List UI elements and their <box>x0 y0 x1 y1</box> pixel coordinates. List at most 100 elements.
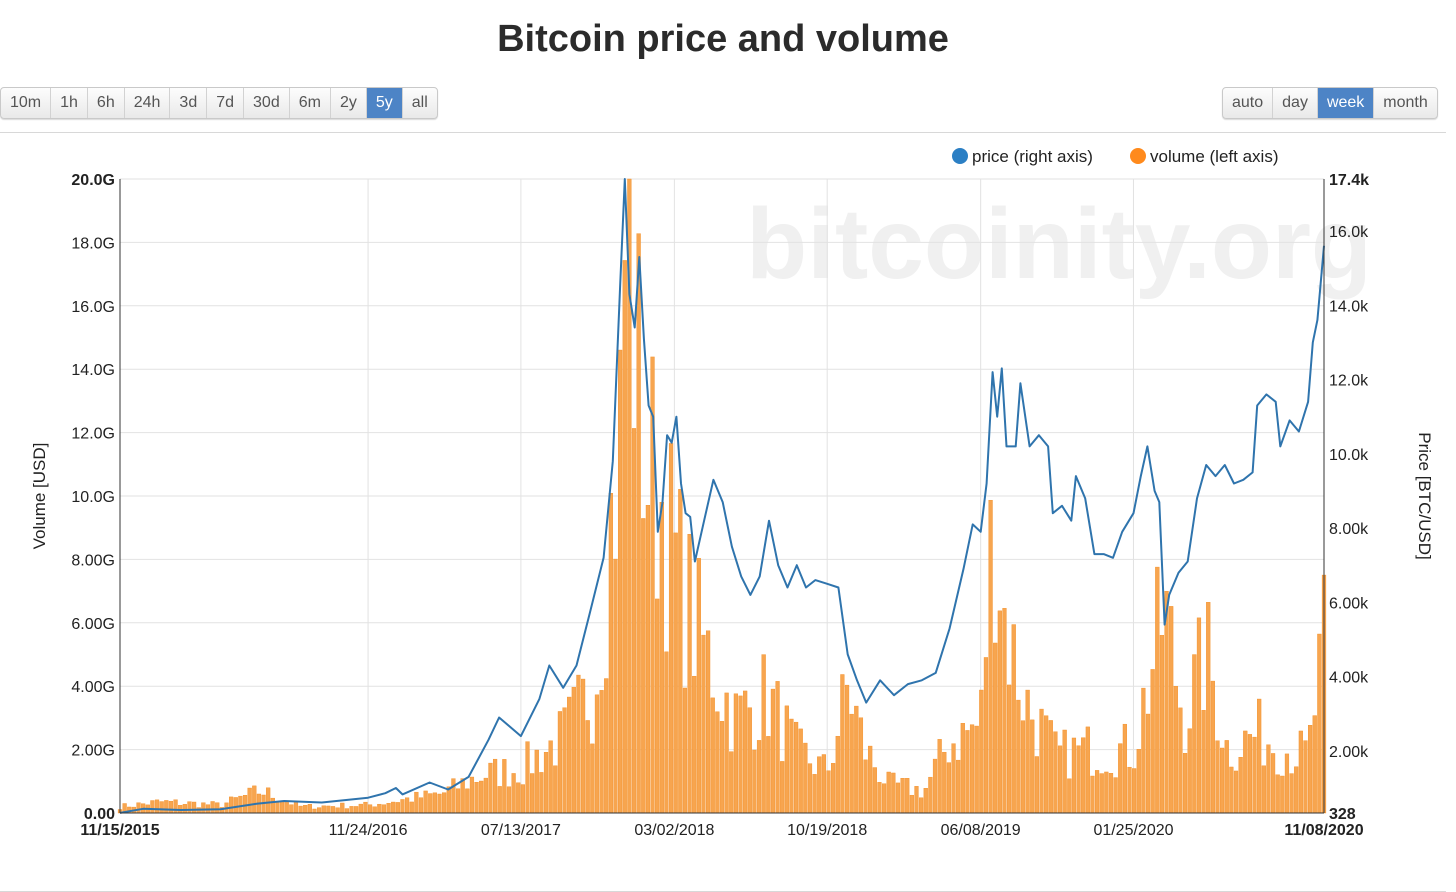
legend-label: volume (left axis) <box>1150 147 1278 166</box>
volume-bar <box>442 792 447 814</box>
volume-bar <box>1261 765 1266 814</box>
volume-bar <box>840 674 845 814</box>
range-2y-button[interactable]: 2y <box>331 88 367 118</box>
volume-bar <box>770 688 776 814</box>
volume-bar <box>1247 734 1253 814</box>
volume-bar <box>543 752 549 814</box>
volume-bar <box>692 675 697 814</box>
volume-bar <box>1085 726 1090 814</box>
range-10m-button[interactable]: 10m <box>1 88 52 118</box>
volume-bar <box>1016 699 1021 814</box>
volume-bar <box>1243 730 1248 814</box>
range-all-button[interactable]: all <box>411 94 428 111</box>
legend-item-volume[interactable]: volume (left axis) <box>1130 147 1278 166</box>
volume-bar <box>756 740 762 814</box>
volume-bar <box>293 801 299 814</box>
resolution-day-button[interactable]: day <box>1273 88 1318 118</box>
volume-bar <box>432 792 437 814</box>
volume-bar <box>229 796 234 814</box>
volume-bar <box>363 801 368 814</box>
volume-bar <box>173 799 178 814</box>
volume-bar <box>502 759 507 814</box>
x-tick-label: 01/25/2020 <box>1093 822 1173 839</box>
volume-bar <box>1030 719 1035 814</box>
volume-bar <box>1238 757 1243 814</box>
volume-bar <box>1118 743 1123 814</box>
resolution-month-button[interactable]: month <box>1383 94 1428 111</box>
volume-bar <box>530 773 535 814</box>
range-5y-button[interactable]: 5y <box>366 88 403 118</box>
volume-bar <box>571 687 576 814</box>
range-6h-button[interactable]: 6h <box>88 88 125 118</box>
volume-bar <box>386 803 391 814</box>
volume-bar <box>891 772 896 814</box>
volume-bar <box>1127 766 1132 814</box>
volume-bar <box>881 783 887 814</box>
volume-bar <box>919 797 924 814</box>
volume-bar <box>710 697 715 814</box>
volume-bar <box>1308 725 1313 814</box>
volume-bar <box>210 801 215 814</box>
resolution-auto-button[interactable]: auto <box>1223 88 1274 118</box>
volume-bar <box>548 740 553 814</box>
volume-bar <box>1034 756 1039 814</box>
volume-bar <box>1233 770 1239 814</box>
volume-bar <box>233 797 238 814</box>
volume-bar <box>817 756 822 814</box>
volume-bar <box>798 728 803 814</box>
volume-bar <box>812 774 817 814</box>
range-3d-button[interactable]: 3d <box>170 88 208 118</box>
volume-bar <box>1132 768 1137 814</box>
volume-bar <box>367 804 373 814</box>
volume-bar <box>706 630 711 814</box>
volume-bar <box>604 678 609 814</box>
volume-bar <box>1289 773 1294 814</box>
volume-bar <box>201 802 206 814</box>
range-24h-button[interactable]: 24h <box>125 88 171 118</box>
volume-bar <box>215 802 220 814</box>
volume-bar <box>946 762 952 814</box>
volume-bar <box>1266 744 1271 814</box>
legend-item-price[interactable]: price (right axis) <box>952 147 1093 166</box>
volume-bar <box>391 801 396 814</box>
right-tick-label: 8.00k <box>1329 521 1369 538</box>
volume-bar <box>1076 745 1081 814</box>
volume-bar <box>525 741 530 814</box>
volume-bar <box>997 610 1002 814</box>
right-tick-label: 10.0k <box>1329 447 1369 464</box>
legend[interactable]: price (right axis) volume (left axis) <box>952 147 1278 166</box>
page-title: Bitcoin price and volume <box>497 18 949 60</box>
right-tick-label: 2.00k <box>1329 744 1369 761</box>
volume-bar <box>613 558 618 814</box>
volume-bar <box>1155 566 1160 814</box>
volume-bar <box>344 808 350 814</box>
volume-bar <box>668 443 674 814</box>
volume-bar <box>1312 715 1317 814</box>
volume-bar <box>247 787 252 814</box>
volume-bar <box>557 711 563 814</box>
range-7d-button[interactable]: 7d <box>207 88 245 118</box>
volume-bar <box>414 791 419 814</box>
volume-bar <box>937 739 942 814</box>
volume-bar <box>479 780 484 814</box>
volume-bar <box>585 720 590 814</box>
volume-bar <box>1104 771 1109 814</box>
volume-bar <box>900 778 905 814</box>
volume-bar <box>372 806 377 814</box>
range-6m-button[interactable]: 6m <box>290 88 331 118</box>
volume-bar <box>516 782 521 814</box>
volume-bar <box>539 772 544 814</box>
volume-bar <box>682 687 688 814</box>
range-1h-button[interactable]: 1h <box>51 88 88 118</box>
legend-label: price (right axis) <box>972 147 1093 166</box>
range-30d-button[interactable]: 30d <box>244 88 290 118</box>
resolution-week-button[interactable]: week <box>1317 88 1375 118</box>
volume-bar <box>951 743 956 814</box>
volume-bar <box>1048 720 1053 814</box>
volume-bar <box>645 504 651 814</box>
volume-bar <box>326 805 331 814</box>
volume-bar <box>279 801 285 814</box>
volume-bar <box>983 657 989 814</box>
volume-bar <box>1169 606 1174 814</box>
volume-bar <box>1294 766 1299 814</box>
